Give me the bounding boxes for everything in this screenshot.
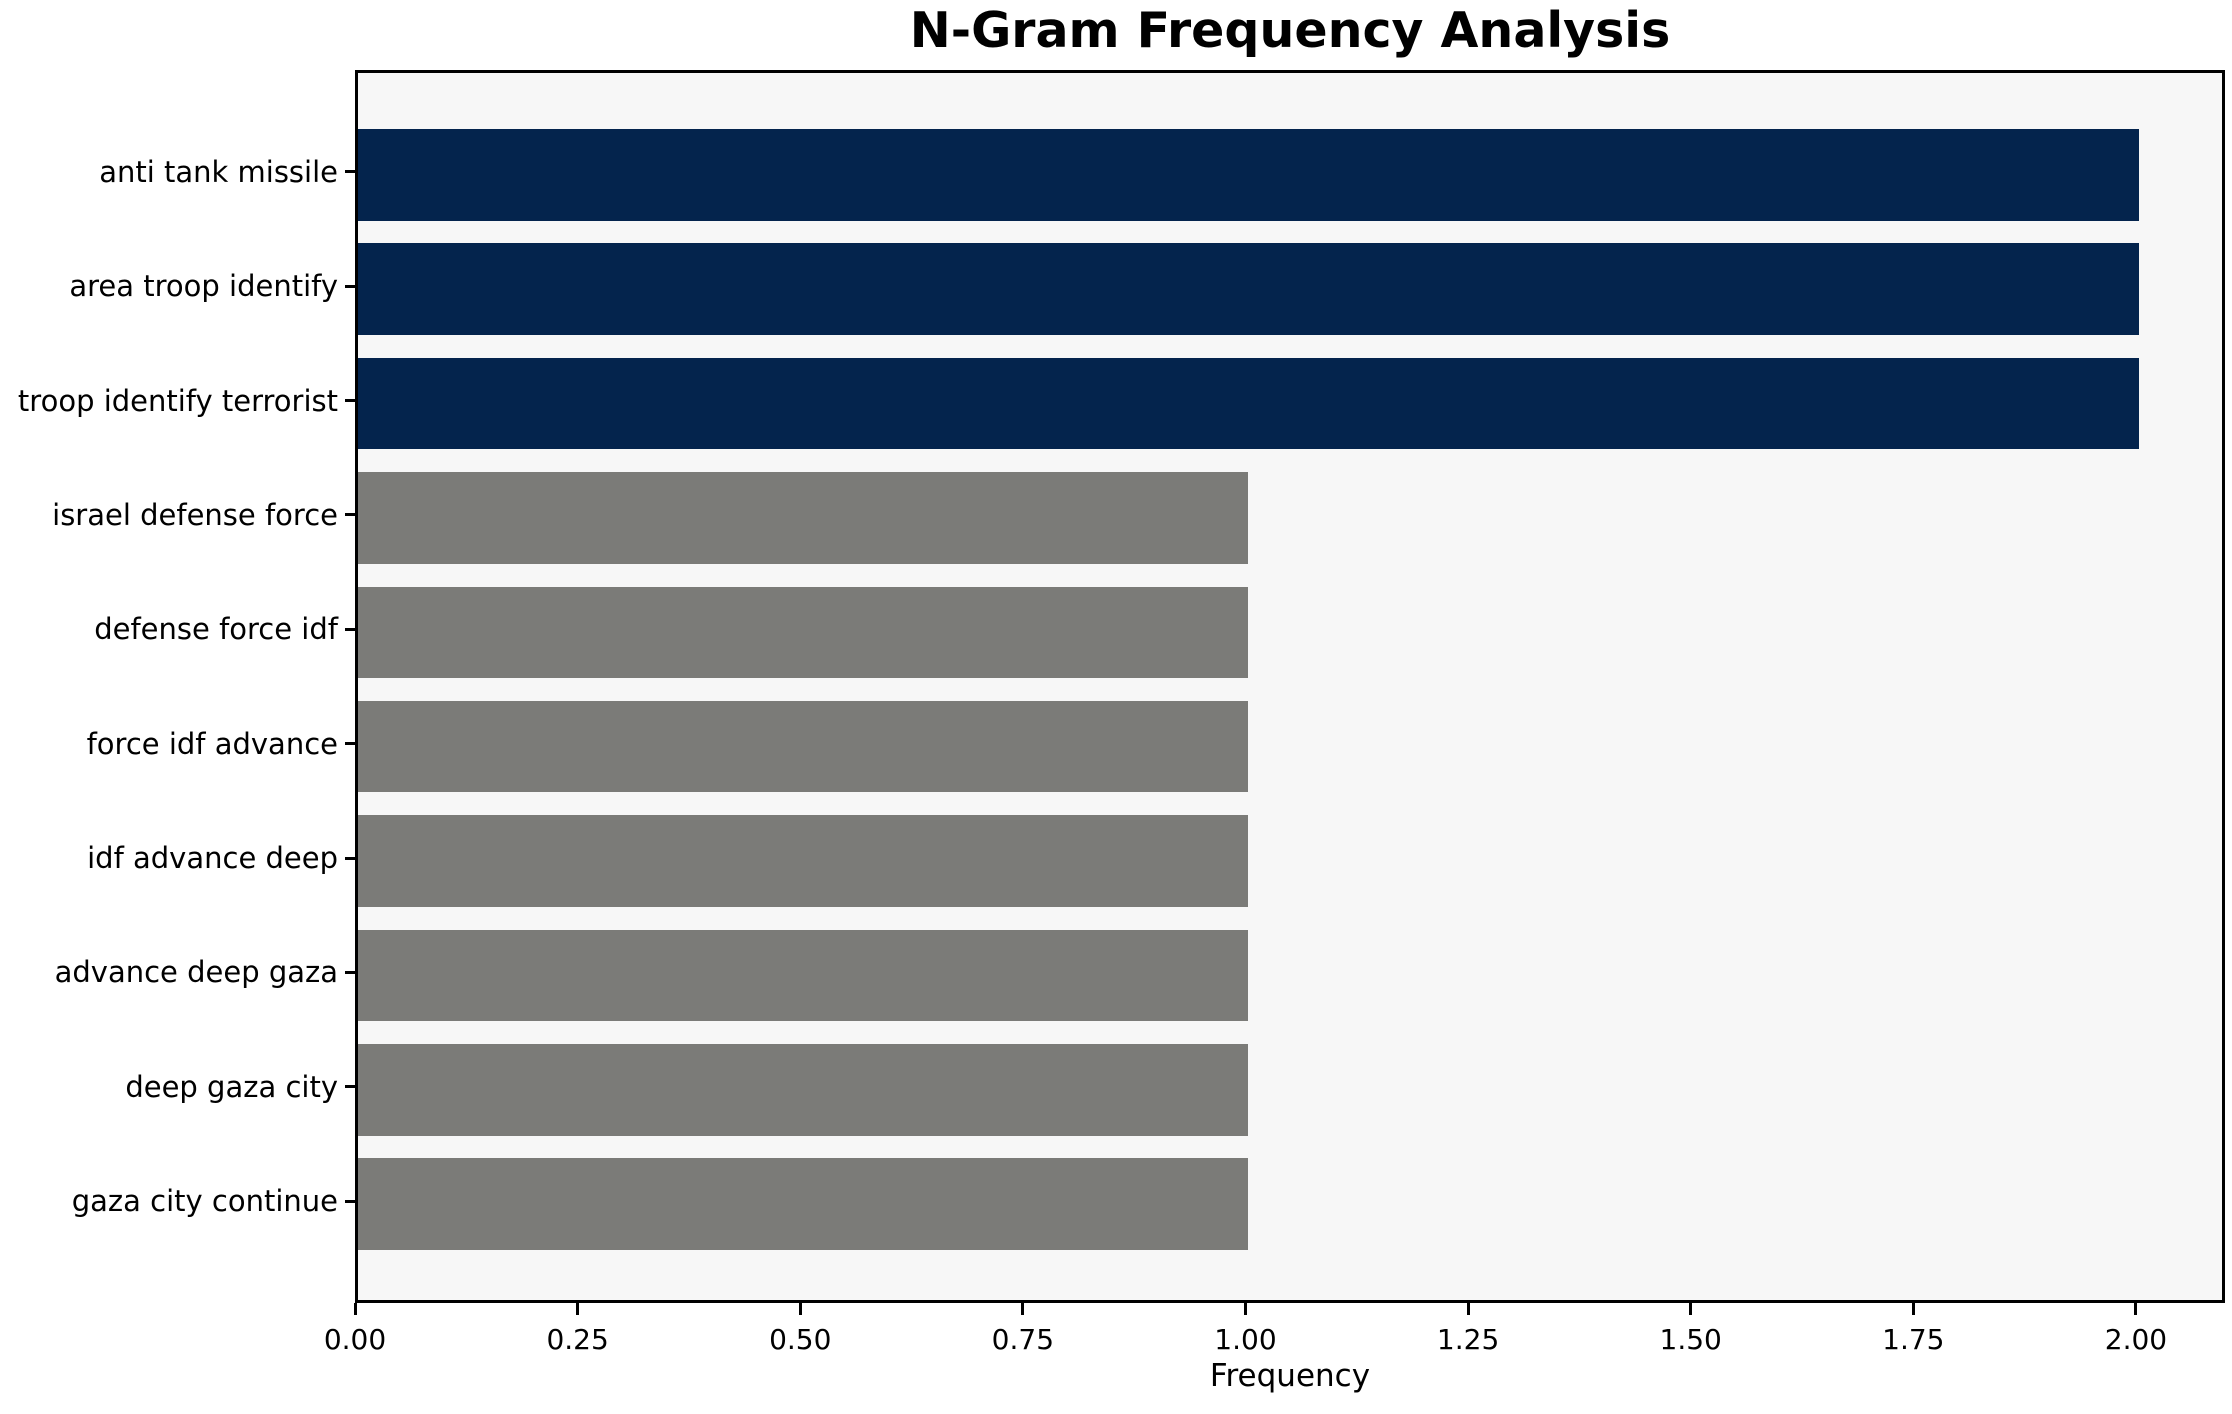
x-tick-label: 1.00 (1214, 1323, 1277, 1356)
x-tick-label: 0.25 (546, 1323, 609, 1356)
bar (358, 586, 1249, 679)
x-tick-label: 2.00 (2104, 1323, 2168, 1356)
y-tick (345, 399, 355, 403)
x-tick-label: 0.00 (323, 1323, 387, 1356)
plot-area (355, 70, 2225, 1303)
y-axis-label: troop identify terrorist (17, 383, 338, 418)
chart-title: N-Gram Frequency Analysis (909, 2, 1671, 59)
y-axis-label: advance deep gaza (54, 955, 338, 990)
y-axis-label: gaza city continue (71, 1184, 338, 1219)
bar (358, 357, 2139, 450)
y-axis-label: force idf advance (86, 726, 338, 761)
y-axis-label: deep gaza city (125, 1069, 338, 1104)
bars-layer (358, 73, 2222, 1300)
x-tick-label: 0.50 (769, 1323, 832, 1356)
x-tick (1243, 1303, 1247, 1315)
x-tick (1911, 1303, 1915, 1315)
x-tick (1689, 1303, 1693, 1315)
bar (358, 700, 1249, 793)
y-tick (345, 170, 355, 174)
y-axis-label: area troop identify (69, 269, 338, 304)
bar (358, 1158, 1249, 1250)
bar (358, 472, 1249, 564)
bar (358, 129, 2139, 221)
x-tick (798, 1303, 802, 1315)
bar (358, 815, 1249, 907)
x-tick (1021, 1303, 1025, 1315)
y-tick (345, 856, 355, 860)
x-tick-label: 1.25 (1436, 1323, 1500, 1356)
y-tick (345, 513, 355, 517)
x-tick (1466, 1303, 1470, 1315)
x-tick-label: 0.75 (991, 1323, 1055, 1356)
y-tick (345, 742, 355, 746)
bar (358, 243, 2139, 335)
x-tick (353, 1303, 357, 1315)
bar (358, 1044, 1249, 1136)
y-axis-label: idf advance deep (87, 841, 338, 876)
y-tick (345, 970, 355, 974)
x-tick-label: 1.50 (1659, 1323, 1722, 1356)
y-tick (345, 1199, 355, 1203)
y-axis-label: defense force idf (94, 612, 338, 647)
x-axis-title: Frequency (1209, 1358, 1371, 1394)
y-axis-label: israel defense force (52, 497, 338, 532)
y-tick (345, 1085, 355, 1089)
bar (358, 929, 1249, 1022)
y-axis-label: anti tank missile (99, 154, 338, 189)
y-tick (345, 284, 355, 288)
y-tick (345, 627, 355, 631)
x-tick (576, 1303, 580, 1315)
x-tick (2134, 1303, 2138, 1315)
x-tick-label: 1.75 (1882, 1323, 1945, 1356)
